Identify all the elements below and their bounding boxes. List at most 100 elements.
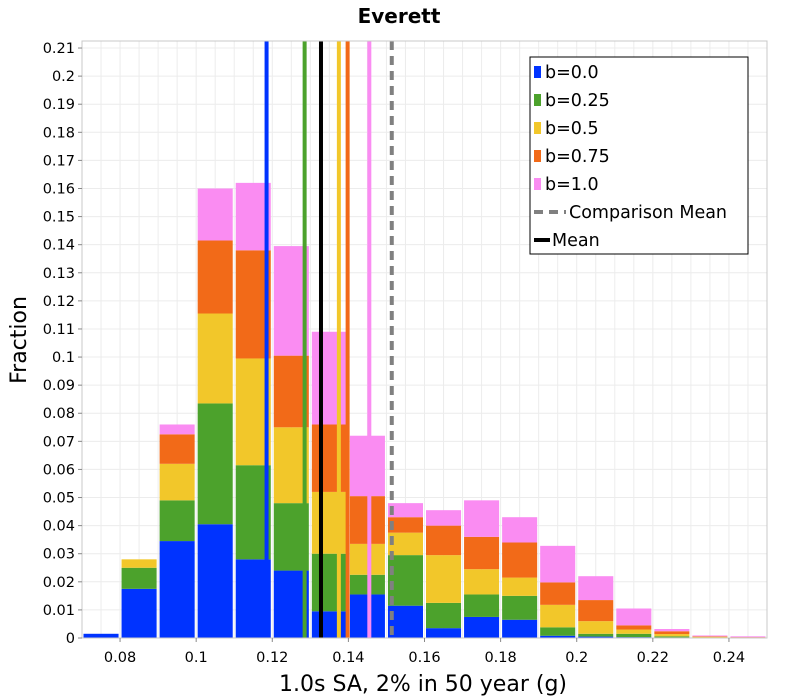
bar-segment-b-0-75-0: [159, 434, 195, 464]
y-tick-label: 0.21: [43, 41, 75, 57]
bar-segment-b-1-0-4: [311, 331, 347, 425]
legend-label: b=0.5: [545, 119, 599, 139]
x-tick-label: 0.24: [713, 650, 745, 666]
bar-segment-b-0-5-9: [464, 569, 500, 595]
bar-segment-b-0-5-1: [159, 463, 195, 501]
bar-segment-b-0-75-1: [197, 240, 233, 314]
x-axis-ticks: 0.08 0.1 0.12 0.14 0.16 0.18 0.2 0.22 0.24: [104, 638, 745, 666]
y-tick-label: 0.2: [52, 69, 75, 85]
bar-segment-b-1-0-14: [692, 635, 728, 637]
legend-swatch: [534, 178, 541, 190]
x-axis-label: 1.0s SA, 2% in 50 year (g): [279, 672, 567, 697]
y-tick-label: 0.18: [43, 125, 75, 141]
bar-segment-b-0-0-12: [540, 635, 576, 638]
x-tick-label: 0.08: [104, 650, 136, 666]
bar-segment-b-1-0-1: [197, 188, 233, 241]
x-tick-label: 0.2: [565, 650, 588, 666]
x-tick-label: 0.12: [256, 650, 288, 666]
bar-segment-b-0-0-9: [426, 628, 462, 638]
y-tick-label: 0.09: [43, 378, 75, 394]
bar-segment-b-0-25-8: [426, 602, 462, 629]
bar-segment-b-0-5-11: [540, 604, 576, 628]
bar-segment-b-0-25-7: [387, 555, 423, 606]
y-tick-label: 0.13: [43, 266, 75, 282]
bar-segment-b-0-5-7: [387, 532, 423, 556]
legend-label: b=0.0: [545, 63, 599, 83]
bar-segment-b-0-75-11: [578, 600, 614, 622]
bar-segment-b-0-75-7: [426, 525, 462, 556]
bar-segment-b-0-25-2: [197, 403, 233, 525]
bar-segment-b-0-5-12: [578, 621, 614, 634]
bar-segment-b-1-0-12: [616, 608, 652, 626]
bar-segment-b-0-75-4: [311, 424, 347, 492]
y-tick-label: 0.1: [52, 350, 75, 366]
bar-segment-b-0-75-9: [502, 542, 538, 578]
bar-segment-b-0-5-14: [654, 634, 690, 637]
legend-swatch: [534, 66, 541, 78]
bar-segment-b-0-25-5: [311, 553, 347, 612]
x-tick-label: 0.16: [408, 650, 440, 666]
bar-segment-b-0-25-0: [121, 567, 157, 589]
series-mean-lines: [264, 41, 372, 638]
y-tick-label: 0.02: [43, 575, 75, 591]
bar-segment-b-0-5-8: [426, 555, 462, 603]
bar-segment-b-0-0-0: [83, 633, 119, 638]
y-axis-label: Fraction: [7, 296, 32, 384]
y-tick-label: 0.14: [43, 238, 75, 254]
bar-segment-b-0-0-13: [578, 636, 614, 638]
bar-segment-b-1-0-8: [464, 500, 500, 537]
bar-segment-b-0-75-14: [692, 636, 728, 637]
legend-label: Comparison Mean: [569, 203, 727, 223]
bar-segment-b-0-5-15: [692, 636, 728, 638]
y-tick-label: 0: [66, 631, 75, 647]
bar-segment-b-0-0-1: [121, 588, 157, 638]
bar-segment-b-0-25-10: [502, 595, 538, 620]
x-tick-label: 0.22: [637, 650, 669, 666]
legend-box: [529, 56, 749, 255]
y-tick-label: 0.17: [43, 153, 75, 169]
bar-segment-b-0-75-6: [387, 517, 423, 533]
chart-title: Everett: [358, 4, 441, 28]
bar-segment-b-0-5-5: [311, 491, 347, 554]
bar-segment-b-1-0-13: [654, 629, 690, 632]
y-tick-label: 0.07: [43, 434, 75, 450]
legend-swatch: [534, 122, 541, 134]
bar-segment-b-0-5-13: [616, 629, 652, 634]
legend: b=0.0 b=0.25 b=0.5 b=0.75 b=1.0 Comparison Me…: [529, 56, 749, 255]
y-tick-label: 0.03: [43, 547, 75, 563]
bar-segment-b-0-5-0: [121, 559, 157, 568]
bar-segment-b-0-25-11: [540, 627, 576, 636]
bar-segment-b-0-0-2: [159, 541, 195, 638]
bar-segment-b-1-0-11: [578, 576, 614, 601]
bar-segment-b-0-75-12: [616, 625, 652, 630]
legend-label: Mean: [552, 231, 600, 251]
y-tick-label: 0.12: [43, 294, 75, 310]
legend-label: b=0.75: [545, 147, 610, 167]
bar-segment-b-1-0-9: [502, 517, 538, 543]
bar-segment-b-0-75-10: [540, 582, 576, 605]
bar-segment-b-0-25-9: [464, 594, 500, 617]
bar-segment-b-0-0-3: [197, 524, 233, 638]
x-tick-label: 0.14: [332, 650, 364, 666]
bar-segment-b-1-0-0: [159, 424, 195, 435]
bar-segment-b-0-25-14: [654, 636, 690, 638]
x-tick-label: 0.1: [185, 650, 208, 666]
legend-label: b=0.25: [545, 91, 610, 111]
y-tick-label: 0.11: [43, 322, 75, 338]
y-tick-label: 0.16: [43, 181, 75, 197]
bar-segment-b-0-25-1: [159, 500, 195, 542]
bar-segment-b-0-25-12: [578, 633, 614, 637]
y-tick-label: 0.19: [43, 97, 75, 113]
bar-segment-b-1-0-6: [387, 503, 423, 518]
bar-segment-b-0-0-10: [464, 616, 500, 638]
y-tick-label: 0.01: [43, 603, 75, 619]
bar-segment-b-0-0-6: [311, 611, 347, 638]
bar-segment-b-0-25-13: [616, 633, 652, 638]
bar-segment-b-0-75-8: [464, 536, 500, 570]
legend-label: b=1.0: [545, 175, 599, 195]
bar-segment-b-1-0-10: [540, 545, 576, 583]
y-axis-ticks: 0 0.01 0.02 0.03 0.04 0.05 0.06 0.07 0.08 0.09 0.1…: [43, 41, 82, 647]
bar-segment-b-0-5-2: [197, 313, 233, 404]
y-tick-label: 0.15: [43, 210, 75, 226]
